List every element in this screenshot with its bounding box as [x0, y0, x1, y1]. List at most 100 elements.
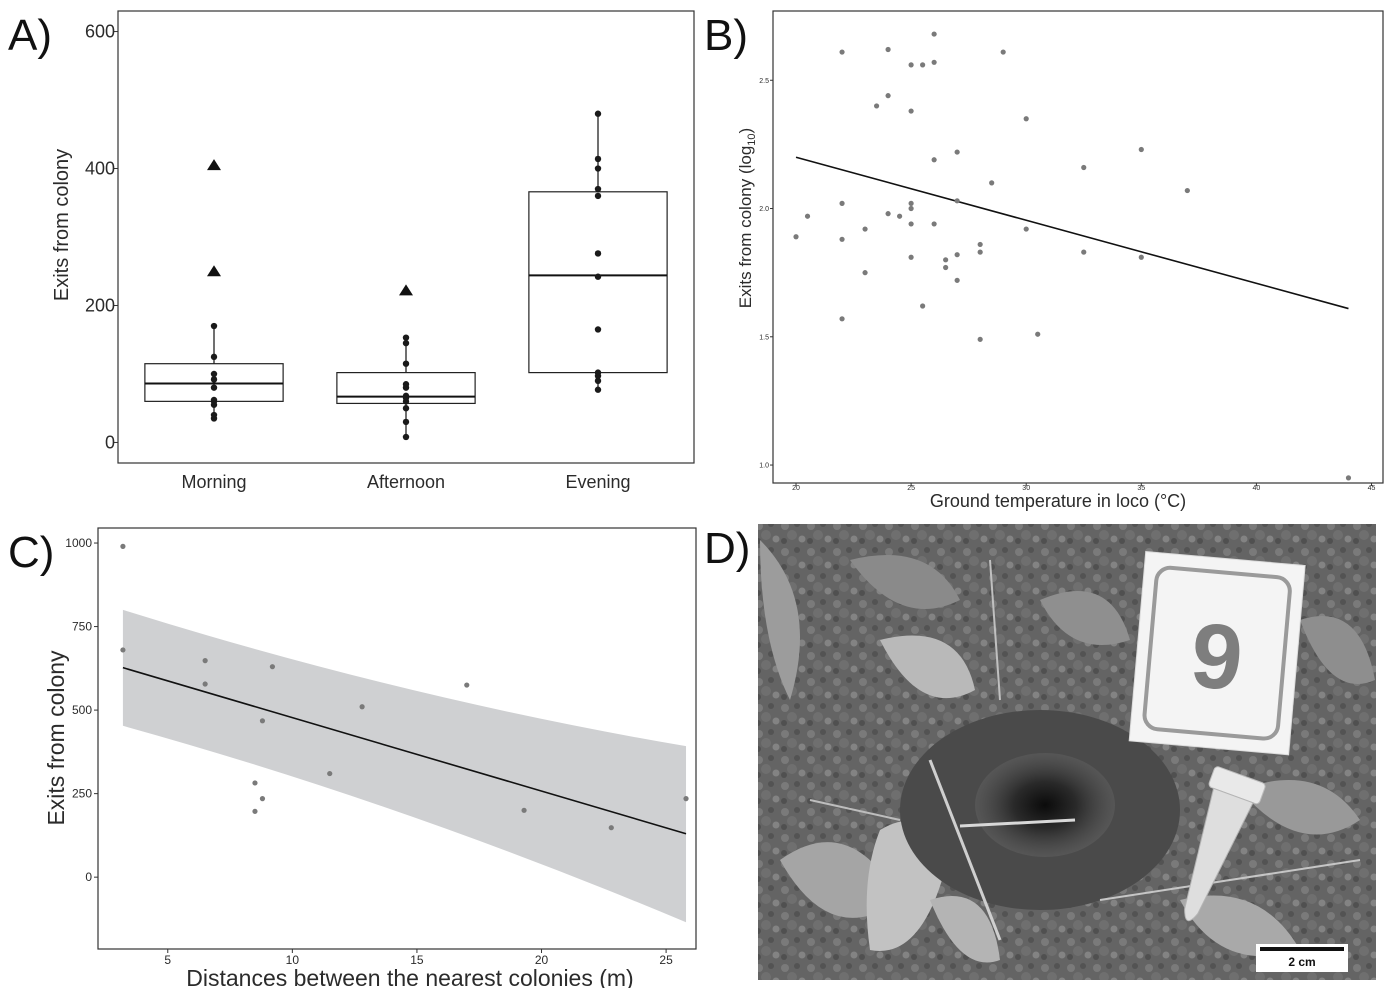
data-point — [908, 221, 914, 227]
y-tick-label: 2.5 — [759, 78, 769, 85]
photo-twig — [989, 559, 1001, 701]
y-tick-label: 600 — [85, 22, 115, 42]
data-point — [908, 108, 914, 114]
photo-leaf — [1240, 780, 1360, 835]
data-point — [594, 326, 602, 333]
data-point — [210, 370, 218, 378]
x-tick-label: 40 — [1252, 485, 1260, 492]
x-tick-label: 45 — [1368, 485, 1376, 492]
data-point — [402, 360, 410, 367]
data-point — [402, 334, 410, 341]
photo-scale-bar: 2 cm — [1256, 944, 1348, 972]
data-point — [259, 718, 266, 724]
data-point — [1138, 146, 1144, 153]
y-tick-label: 0 — [105, 432, 115, 452]
outlier-triangle — [399, 284, 413, 296]
data-point — [594, 273, 602, 280]
panel-label-b: B) — [704, 11, 748, 60]
data-point — [954, 277, 960, 283]
photo-leaf — [1040, 591, 1130, 645]
x-tick-label: 20 — [792, 485, 800, 492]
panel-label-c: C) — [8, 528, 54, 577]
x-tick-label: 25 — [907, 485, 915, 492]
box — [528, 191, 668, 374]
panel-c-xlabel: Distances between the nearest colonies (… — [186, 965, 633, 988]
x-tick-label: Evening — [565, 472, 630, 492]
data-point — [920, 62, 926, 68]
data-point — [594, 155, 602, 163]
x-tick-label: 15 — [410, 953, 424, 967]
photo-leaf — [850, 555, 960, 609]
data-point — [402, 392, 410, 400]
data-point — [1184, 187, 1190, 194]
data-point — [210, 322, 218, 330]
data-point — [1138, 254, 1144, 260]
data-point — [804, 213, 811, 219]
data-point — [594, 250, 602, 257]
photo-leaf — [760, 540, 800, 700]
y-tick-label: 1.0 — [759, 463, 769, 470]
data-point — [402, 339, 410, 347]
y-tick-label: 400 — [85, 159, 115, 179]
data-point — [989, 180, 995, 186]
data-point — [327, 770, 333, 777]
data-point — [259, 796, 266, 802]
data-point — [608, 825, 614, 831]
data-point — [908, 200, 914, 206]
photo-burrow-entrance — [975, 753, 1115, 857]
data-point — [885, 211, 891, 217]
photo-twig — [1099, 859, 1361, 901]
data-point — [977, 336, 983, 342]
data-point — [954, 252, 960, 258]
data-point — [1345, 475, 1352, 481]
y-tick-label: 2.0 — [759, 206, 769, 213]
data-point — [210, 411, 218, 419]
panel-a-boxplot: Exits from colony 0 200 400 600 Morning After… — [51, 10, 695, 492]
data-point — [954, 149, 960, 155]
x-tick-label: 30 — [1022, 485, 1030, 492]
data-point — [1000, 49, 1006, 55]
data-point — [202, 658, 208, 664]
panel-a-frame — [117, 10, 695, 464]
photo-twig — [809, 799, 901, 821]
data-point — [977, 249, 983, 255]
panel-c-scatter: Exits from colony Distances between the … — [43, 527, 697, 988]
y-tick-label: 0 — [85, 870, 92, 884]
data-point — [683, 796, 689, 802]
photo-leaf — [880, 635, 975, 699]
data-point — [908, 205, 914, 212]
data-point — [931, 59, 937, 65]
data-point — [594, 110, 602, 117]
photo-sample-tube — [1184, 766, 1266, 922]
data-point — [594, 377, 602, 385]
panel-b-xlabel: Ground temperature in loco (°C) — [930, 491, 1186, 511]
data-point — [885, 93, 891, 99]
x-tick-label: 5 — [164, 953, 171, 967]
data-point — [120, 647, 126, 653]
photo-leaf — [1180, 895, 1300, 957]
data-point — [252, 808, 258, 814]
data-point — [1081, 164, 1087, 171]
data-point — [594, 369, 602, 376]
panel-d-photo: 9 2 cm — [758, 524, 1376, 980]
photo-leaf — [930, 896, 1000, 963]
panel-b-frame — [772, 10, 1384, 484]
data-point — [1035, 331, 1041, 337]
data-point — [862, 270, 868, 276]
data-point — [839, 200, 845, 206]
data-point — [943, 257, 949, 263]
data-point — [977, 241, 983, 248]
data-point — [920, 303, 926, 309]
panel-label-a: A) — [8, 11, 52, 60]
x-tick-label: 10 — [286, 953, 300, 967]
y-tick-label: 200 — [85, 295, 115, 315]
data-point — [839, 49, 845, 55]
data-point — [1081, 249, 1087, 255]
data-point — [120, 543, 126, 549]
data-point — [594, 192, 602, 200]
data-point — [1023, 226, 1029, 232]
photo-number-text: 9 — [1187, 604, 1247, 710]
x-tick-label: Morning — [181, 472, 246, 492]
data-point — [931, 157, 937, 163]
data-point — [594, 386, 602, 393]
